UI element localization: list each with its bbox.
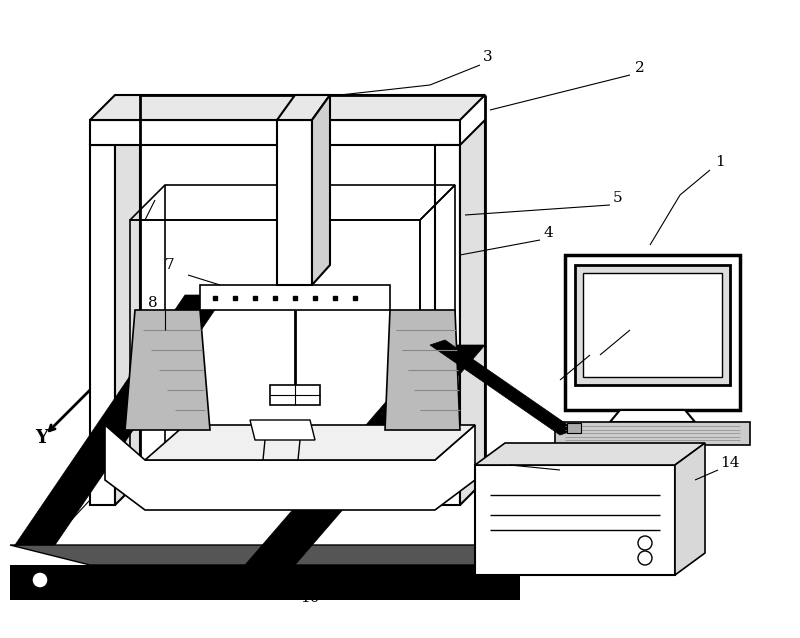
Polygon shape — [90, 145, 115, 505]
Polygon shape — [270, 385, 320, 405]
Bar — [200, 285, 390, 310]
Text: Z: Z — [108, 273, 121, 291]
Text: 14: 14 — [720, 456, 739, 470]
Text: 13: 13 — [630, 316, 650, 330]
Bar — [567, 423, 581, 433]
Polygon shape — [105, 425, 475, 510]
Polygon shape — [15, 295, 225, 545]
Polygon shape — [312, 95, 330, 285]
Text: 7: 7 — [165, 258, 174, 272]
Polygon shape — [125, 310, 210, 430]
Text: 4: 4 — [544, 226, 554, 240]
Text: 8: 8 — [148, 296, 158, 310]
Text: 11: 11 — [562, 455, 582, 469]
Text: 2: 2 — [635, 61, 645, 75]
Polygon shape — [460, 120, 485, 505]
Polygon shape — [250, 420, 315, 440]
Polygon shape — [475, 443, 705, 465]
Text: 6: 6 — [130, 185, 140, 199]
Text: 10: 10 — [300, 591, 319, 605]
Polygon shape — [10, 545, 520, 565]
Text: 5: 5 — [613, 191, 622, 205]
Polygon shape — [10, 565, 520, 600]
Polygon shape — [115, 120, 140, 505]
Polygon shape — [575, 265, 730, 385]
Polygon shape — [610, 410, 695, 422]
Polygon shape — [385, 310, 460, 430]
Polygon shape — [90, 95, 485, 120]
Polygon shape — [583, 273, 722, 377]
Text: 12: 12 — [591, 341, 610, 355]
Text: 1: 1 — [715, 155, 725, 169]
Polygon shape — [277, 95, 330, 120]
Polygon shape — [565, 255, 740, 410]
Polygon shape — [277, 120, 312, 285]
Polygon shape — [675, 443, 705, 575]
Polygon shape — [90, 120, 460, 145]
Circle shape — [32, 572, 48, 588]
Polygon shape — [145, 425, 475, 460]
Text: Y: Y — [35, 429, 48, 447]
Polygon shape — [430, 340, 575, 435]
Polygon shape — [555, 422, 750, 445]
Text: X: X — [188, 399, 202, 417]
Text: 3: 3 — [483, 50, 493, 64]
Polygon shape — [435, 145, 460, 505]
Polygon shape — [245, 345, 485, 565]
Text: 9: 9 — [45, 518, 54, 532]
Polygon shape — [475, 465, 675, 575]
